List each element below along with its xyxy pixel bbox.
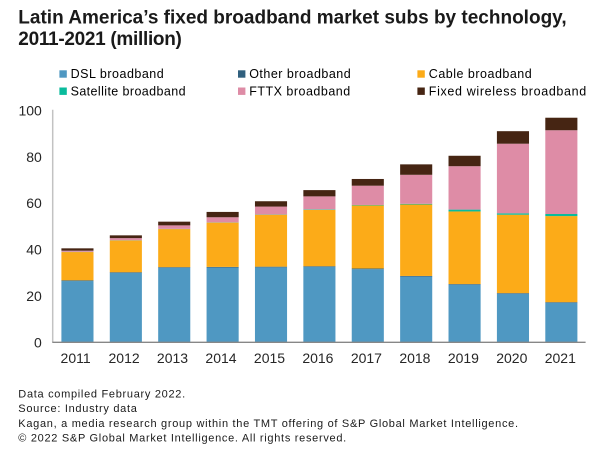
svg-text:Latin America’s fixed broadban: Latin America’s fixed broadband market s…: [18, 7, 566, 28]
svg-text:2015: 2015: [254, 350, 285, 366]
svg-text:2011-2021 (million): 2011-2021 (million): [18, 29, 181, 50]
svg-text:2016: 2016: [302, 350, 333, 366]
svg-text:Data compiled February 2022.: Data compiled February 2022.: [18, 388, 186, 400]
svg-text:Other broadband: Other broadband: [249, 67, 351, 81]
svg-text:80: 80: [26, 149, 42, 165]
svg-text:20: 20: [26, 288, 42, 304]
svg-text:0: 0: [34, 334, 42, 350]
svg-text:2017: 2017: [351, 350, 382, 366]
svg-text:Kagan, a media research group: Kagan, a media research group within the…: [18, 418, 518, 430]
svg-text:2014: 2014: [205, 350, 236, 366]
svg-text:100: 100: [18, 102, 42, 118]
svg-text:60: 60: [26, 195, 42, 211]
svg-text:2013: 2013: [157, 350, 188, 366]
svg-text:2021: 2021: [545, 350, 576, 366]
svg-text:Cable broadband: Cable broadband: [429, 67, 532, 81]
svg-text:2018: 2018: [399, 350, 430, 366]
svg-text:40: 40: [26, 242, 42, 258]
svg-text:FTTX broadband: FTTX broadband: [249, 84, 351, 98]
svg-text:Fixed wireless broadband: Fixed wireless broadband: [429, 84, 587, 98]
svg-text:© 2022 S&P Global Market Intel: © 2022 S&P Global Market Intelligence. A…: [18, 433, 347, 445]
svg-text:2019: 2019: [448, 350, 479, 366]
svg-text:2011: 2011: [61, 350, 91, 366]
svg-text:2012: 2012: [109, 350, 140, 366]
svg-text:Source: Industry data: Source: Industry data: [18, 403, 137, 415]
svg-text:DSL broadband: DSL broadband: [71, 67, 165, 81]
svg-text:Satellite broadband: Satellite broadband: [71, 84, 186, 98]
svg-text:2020: 2020: [496, 350, 527, 366]
